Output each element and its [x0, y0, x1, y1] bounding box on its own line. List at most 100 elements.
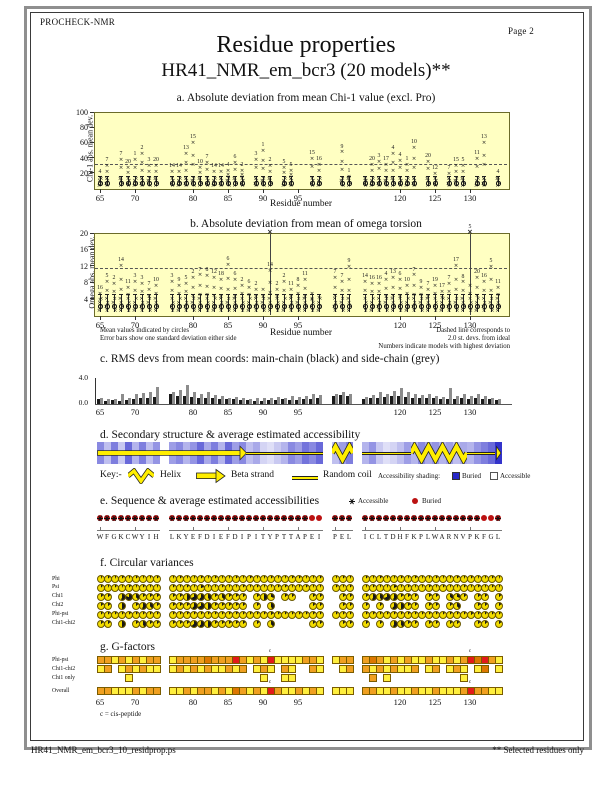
panel-c-ytick-min: 0.0: [78, 398, 88, 407]
panel-a-data-point: ×: [139, 176, 144, 183]
panel-b-data-point: ×: [198, 304, 204, 311]
panel-a-model-number-label: 1: [133, 151, 137, 158]
sequence-tick: [134, 527, 136, 530]
panel-b-data-point: ×: [403, 308, 409, 315]
main-chain-bar: [197, 397, 200, 404]
panel-a-mean-circle: [340, 181, 345, 187]
panel-b-data-point: ×: [118, 263, 124, 270]
panel-a-data-point: ×: [219, 178, 224, 185]
panel-b-data-point: ×: [281, 278, 287, 285]
panel-b-data-point: ×: [419, 295, 424, 302]
panel-b-data-point: ×: [390, 299, 396, 306]
panel-a-error-bar-cap: [268, 176, 272, 178]
panel-b-mean-circle: [177, 304, 182, 309]
panel-b-data-point: ×: [315, 308, 321, 315]
panel-a-error-bar: [241, 176, 243, 186]
sequence-letter: Y: [183, 533, 189, 541]
g-factor-square: [104, 665, 112, 673]
helix-zigzag: [331, 442, 353, 464]
panel-a-mean-circle: [370, 181, 375, 187]
panel-a-error-bar: [178, 176, 180, 186]
panel-a-error-bar-cap: [447, 176, 451, 178]
panel-b-error-bar-cap: [405, 294, 409, 295]
panel-b-data-point: ×: [240, 308, 245, 315]
panel-b-data-point: ×: [252, 304, 258, 311]
side-chain-bar: [428, 394, 431, 404]
panel-a-mean-circle: [154, 181, 159, 187]
panel-b-error-bar: [385, 294, 387, 312]
panel-b-data-point: ×: [295, 304, 301, 311]
panel-b-data-point: ×: [383, 293, 389, 300]
panel-a-data-point: ×: [461, 180, 467, 187]
panel-a-data-point: ×: [446, 170, 452, 177]
panel-a-data-point: ×: [252, 180, 258, 187]
panel-b-mean-circle: [347, 304, 352, 309]
panel-b-ytick-mark: [90, 248, 94, 250]
panel-a-data-point: ×: [146, 163, 152, 170]
panel-b-data-point: ×: [267, 268, 273, 275]
panel-b-data-point: ×: [340, 308, 346, 315]
panel-b-model-number-label: 7: [412, 266, 416, 273]
side-chain-bar: [400, 388, 403, 404]
panel-b-data-point: ×: [332, 292, 338, 299]
panel-b-data-point: ×: [153, 290, 159, 297]
panel-b-mean-circle: [247, 304, 252, 309]
footnote-dashed-line-1: Dashed line corresponds to: [436, 327, 510, 334]
panel-b-model-number-label: 11: [495, 278, 501, 285]
panel-b-data-point: ×: [473, 308, 479, 315]
panel-a-data-point: ×: [197, 170, 203, 177]
panel-b-mean-circle: [233, 304, 238, 309]
panel-b-data-point: ×: [259, 299, 265, 306]
panel-b-mean-circle: [377, 304, 382, 309]
panel-b-data-point: ×: [211, 274, 217, 281]
panel-a-data-point: ×: [339, 180, 345, 187]
panel-a-mean-circle: [105, 181, 110, 187]
panel-a-error-bar: [311, 176, 313, 186]
panel-a-data-point: ×: [496, 180, 502, 187]
panel-a-error-bar: [206, 176, 208, 186]
side-chain-bar: [342, 392, 345, 404]
panel-b-mean-circle: [219, 304, 224, 309]
page-subtitle: HR41_NMR_em_bcr3 (20 models)**: [161, 60, 451, 81]
main-chain-bar: [267, 400, 270, 404]
panel-b-data-point: ×: [295, 282, 301, 289]
side-chain-bar: [100, 398, 103, 404]
main-chain-bar: [211, 398, 214, 404]
panel-a-data-point: ×: [369, 178, 374, 185]
cis-peptide-marker: c: [468, 648, 472, 654]
circular-variance-row-label: Chi2: [52, 602, 64, 609]
panel-b-data-point: ×: [309, 290, 315, 297]
panel-b-data-point: ×: [98, 304, 103, 311]
footnote-dashed-line-2: 2.0 st. devs. from ideal: [447, 335, 510, 342]
panel-b-data-point: ×: [302, 299, 308, 306]
variance-pie: [480, 601, 490, 611]
panel-b-mean-circle: [363, 304, 368, 309]
panel-a-error-bar-cap: [154, 176, 158, 178]
panel-a-data-point: ×: [376, 158, 382, 165]
panel-b-mean-circle: [205, 304, 210, 309]
panel-a-data-point: ×: [182, 180, 188, 187]
panel-b-model-number-label: 11: [302, 270, 308, 277]
sequence-tick: [334, 527, 336, 530]
panel-b-error-bar: [364, 294, 366, 312]
panel-g-tick-label: 80: [188, 697, 198, 707]
sequence-letter: P: [419, 533, 423, 541]
panel-a-mean-circle: [205, 181, 210, 187]
panel-a-data-point: ×: [397, 165, 403, 172]
panel-a-model-number-label: 13: [183, 145, 189, 152]
panel-b-data-point: ×: [377, 299, 382, 306]
panel-c-tick-label: 90: [258, 407, 268, 417]
panel-a-data-point: ×: [138, 180, 144, 187]
panel-b-data-point: ×: [274, 295, 280, 302]
panel-a-data-point: ×: [424, 176, 430, 183]
panel-a-data-point: ×: [183, 150, 189, 157]
panel-a-mean-circle: [254, 181, 259, 187]
panel-a-model-number-label: 15: [453, 157, 459, 164]
panel-b-data-point: ×: [282, 304, 287, 311]
panel-a-data-point: ×: [287, 180, 293, 187]
panel-a-data-point: ×: [125, 170, 131, 177]
panel-a-error-bar-cap: [412, 176, 416, 178]
panel-b-data-point: ×: [111, 289, 117, 296]
panel-b-data-point: ×: [302, 276, 308, 283]
variance-pie: [345, 583, 355, 593]
